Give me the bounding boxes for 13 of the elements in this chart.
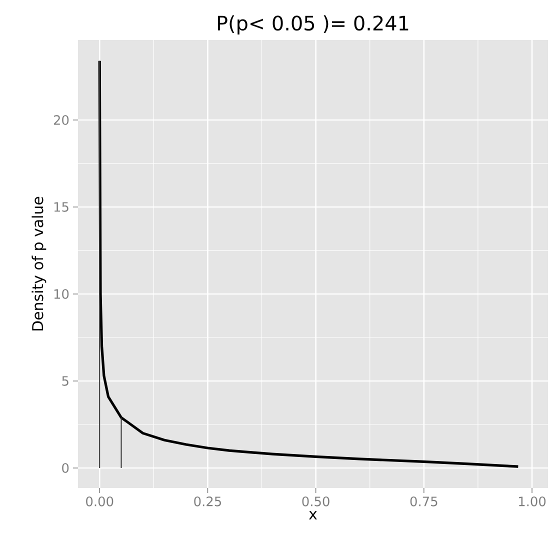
x-axis-title: x (309, 511, 317, 520)
x-tick-label: 0.25 (194, 496, 221, 506)
x-tick-label: 1.00 (519, 496, 546, 506)
y-axis-title: Density of p value (32, 196, 46, 330)
chart-title: P(p< 0.05 )= 0.241 (218, 15, 408, 34)
x-tick-label: 0.50 (302, 496, 330, 506)
y-tick-label: 20 (54, 115, 69, 125)
x-tick-label: 0.00 (86, 496, 114, 506)
y-tick-label: 15 (54, 202, 68, 212)
y-tick-label: 10 (54, 289, 69, 299)
y-tick-label: 5 (62, 376, 68, 386)
x-tick-label: 0.75 (410, 496, 438, 506)
y-tick-label: 0 (62, 463, 69, 473)
